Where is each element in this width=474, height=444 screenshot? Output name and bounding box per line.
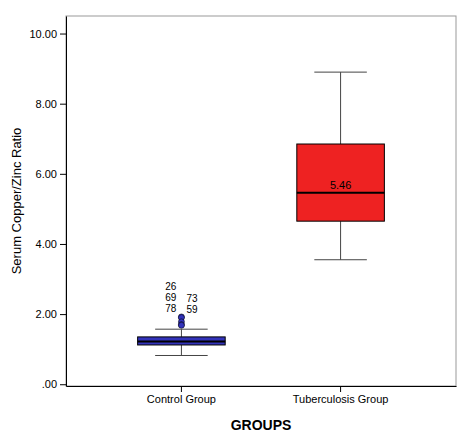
y-tick-mark <box>60 104 66 105</box>
x-tick-label: Tuberculosis Group <box>293 393 389 405</box>
y-tick-label: 6.00 <box>36 168 57 180</box>
whisker-cap-lower <box>155 355 208 356</box>
outlier-label: 78 <box>165 303 177 314</box>
x-axis-line <box>67 386 457 387</box>
x-tick: Control Group <box>147 386 216 405</box>
y-tick-mark <box>60 34 66 35</box>
whisker-cap-upper <box>314 72 367 73</box>
box <box>138 337 226 345</box>
y-tick-mark <box>60 244 66 245</box>
whisker-cap-upper <box>155 329 208 330</box>
whisker-lower <box>181 345 182 356</box>
x-tick-mark <box>340 386 341 392</box>
y-tick-mark <box>60 384 66 385</box>
y-tick-label: .00 <box>42 378 57 390</box>
whisker-lower <box>340 221 341 260</box>
y-axis-title: Serum Copper/Zinc Ratio <box>9 128 24 275</box>
y-tick: 8.00 <box>36 98 66 110</box>
y-axis: .00 2.00 4.00 6.00 8.00 10.00 <box>29 17 66 391</box>
chart: .00 2.00 4.00 6.00 8.00 10.00 Control Group Tub… <box>0 0 474 444</box>
box-group <box>297 72 385 260</box>
box <box>297 144 385 221</box>
y-tick: 10.00 <box>29 28 66 40</box>
y-tick: .00 <box>42 378 66 390</box>
whisker-cap-lower <box>314 259 367 260</box>
outlier-label: 73 <box>186 293 198 304</box>
marks <box>138 72 385 355</box>
plot-frame <box>66 16 456 386</box>
y-axis-line <box>66 17 67 387</box>
x-tick: Tuberculosis Group <box>293 386 389 405</box>
outlier-label: 59 <box>186 304 198 315</box>
y-tick-mark <box>60 314 66 315</box>
median-line <box>138 340 226 342</box>
outlier <box>178 322 184 328</box>
y-tick-label: 2.00 <box>36 308 57 320</box>
y-tick: 2.00 <box>36 308 66 320</box>
median-line <box>297 192 385 194</box>
x-axis-title: GROUPS <box>231 417 292 433</box>
annotations: 78 59 69 73 26 5.46 <box>165 179 351 315</box>
x-axis: Control Group Tuberculosis Group <box>67 386 457 405</box>
y-tick-label: 4.00 <box>36 238 57 250</box>
x-tick-mark <box>181 386 182 392</box>
y-tick-label: 8.00 <box>36 98 57 110</box>
y-tick: 4.00 <box>36 238 66 250</box>
whisker-upper <box>181 329 182 337</box>
median-label: 5.46 <box>330 179 351 191</box>
whisker-upper <box>340 72 341 144</box>
outlier-label: 69 <box>165 292 177 303</box>
plot-area: .00 2.00 4.00 6.00 8.00 10.00 Control Group Tub… <box>29 16 456 405</box>
x-tick-label: Control Group <box>147 393 216 405</box>
outlier-label: 26 <box>165 281 177 292</box>
y-tick-mark <box>60 174 66 175</box>
outlier <box>178 322 184 328</box>
box-group <box>138 314 226 356</box>
y-tick-label: 10.00 <box>29 28 57 40</box>
y-tick: 6.00 <box>36 168 66 180</box>
